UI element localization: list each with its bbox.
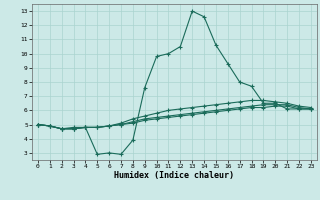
- X-axis label: Humidex (Indice chaleur): Humidex (Indice chaleur): [115, 171, 234, 180]
